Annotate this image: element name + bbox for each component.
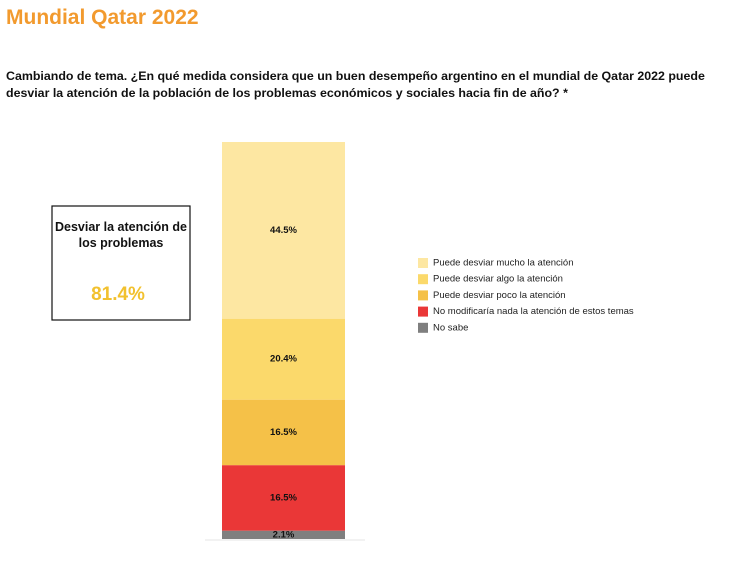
- bar-segment: [222, 318, 345, 400]
- callout-label: Desviar la atención de los problemas: [55, 220, 187, 250]
- legend-swatch: [418, 306, 428, 317]
- legend-label: Puede desviar algo la atención: [433, 274, 563, 285]
- bar-segment: [222, 530, 345, 539]
- data-label: 16.5%: [270, 427, 297, 438]
- legend-label: Puede desviar poco la atención: [433, 290, 566, 301]
- legend-label: Puede desviar mucho la atención: [433, 258, 573, 269]
- legend-label: No sabe: [433, 322, 468, 333]
- legend-swatch: [418, 274, 428, 285]
- data-label: 20.4%: [270, 354, 297, 365]
- bar-segment: [222, 399, 345, 466]
- bar-segment: [222, 465, 345, 531]
- legend-swatch: [418, 290, 428, 301]
- bar-segment: [222, 142, 345, 319]
- chart-subtitle: Cambiando de tema. ¿En qué medida consid…: [6, 69, 705, 100]
- data-label: 16.5%: [270, 492, 297, 503]
- callout-box: [51, 205, 191, 321]
- callout-value: 81.4%: [91, 284, 145, 305]
- legend-swatch: [418, 258, 428, 268]
- legend-swatch: [418, 322, 428, 333]
- legend-label: No modificaría nada la atención de estos…: [433, 306, 634, 317]
- chart-title: Mundial Qatar 2022: [6, 6, 199, 29]
- data-label: 2.1%: [273, 529, 295, 540]
- data-label: 44.5%: [270, 225, 297, 236]
